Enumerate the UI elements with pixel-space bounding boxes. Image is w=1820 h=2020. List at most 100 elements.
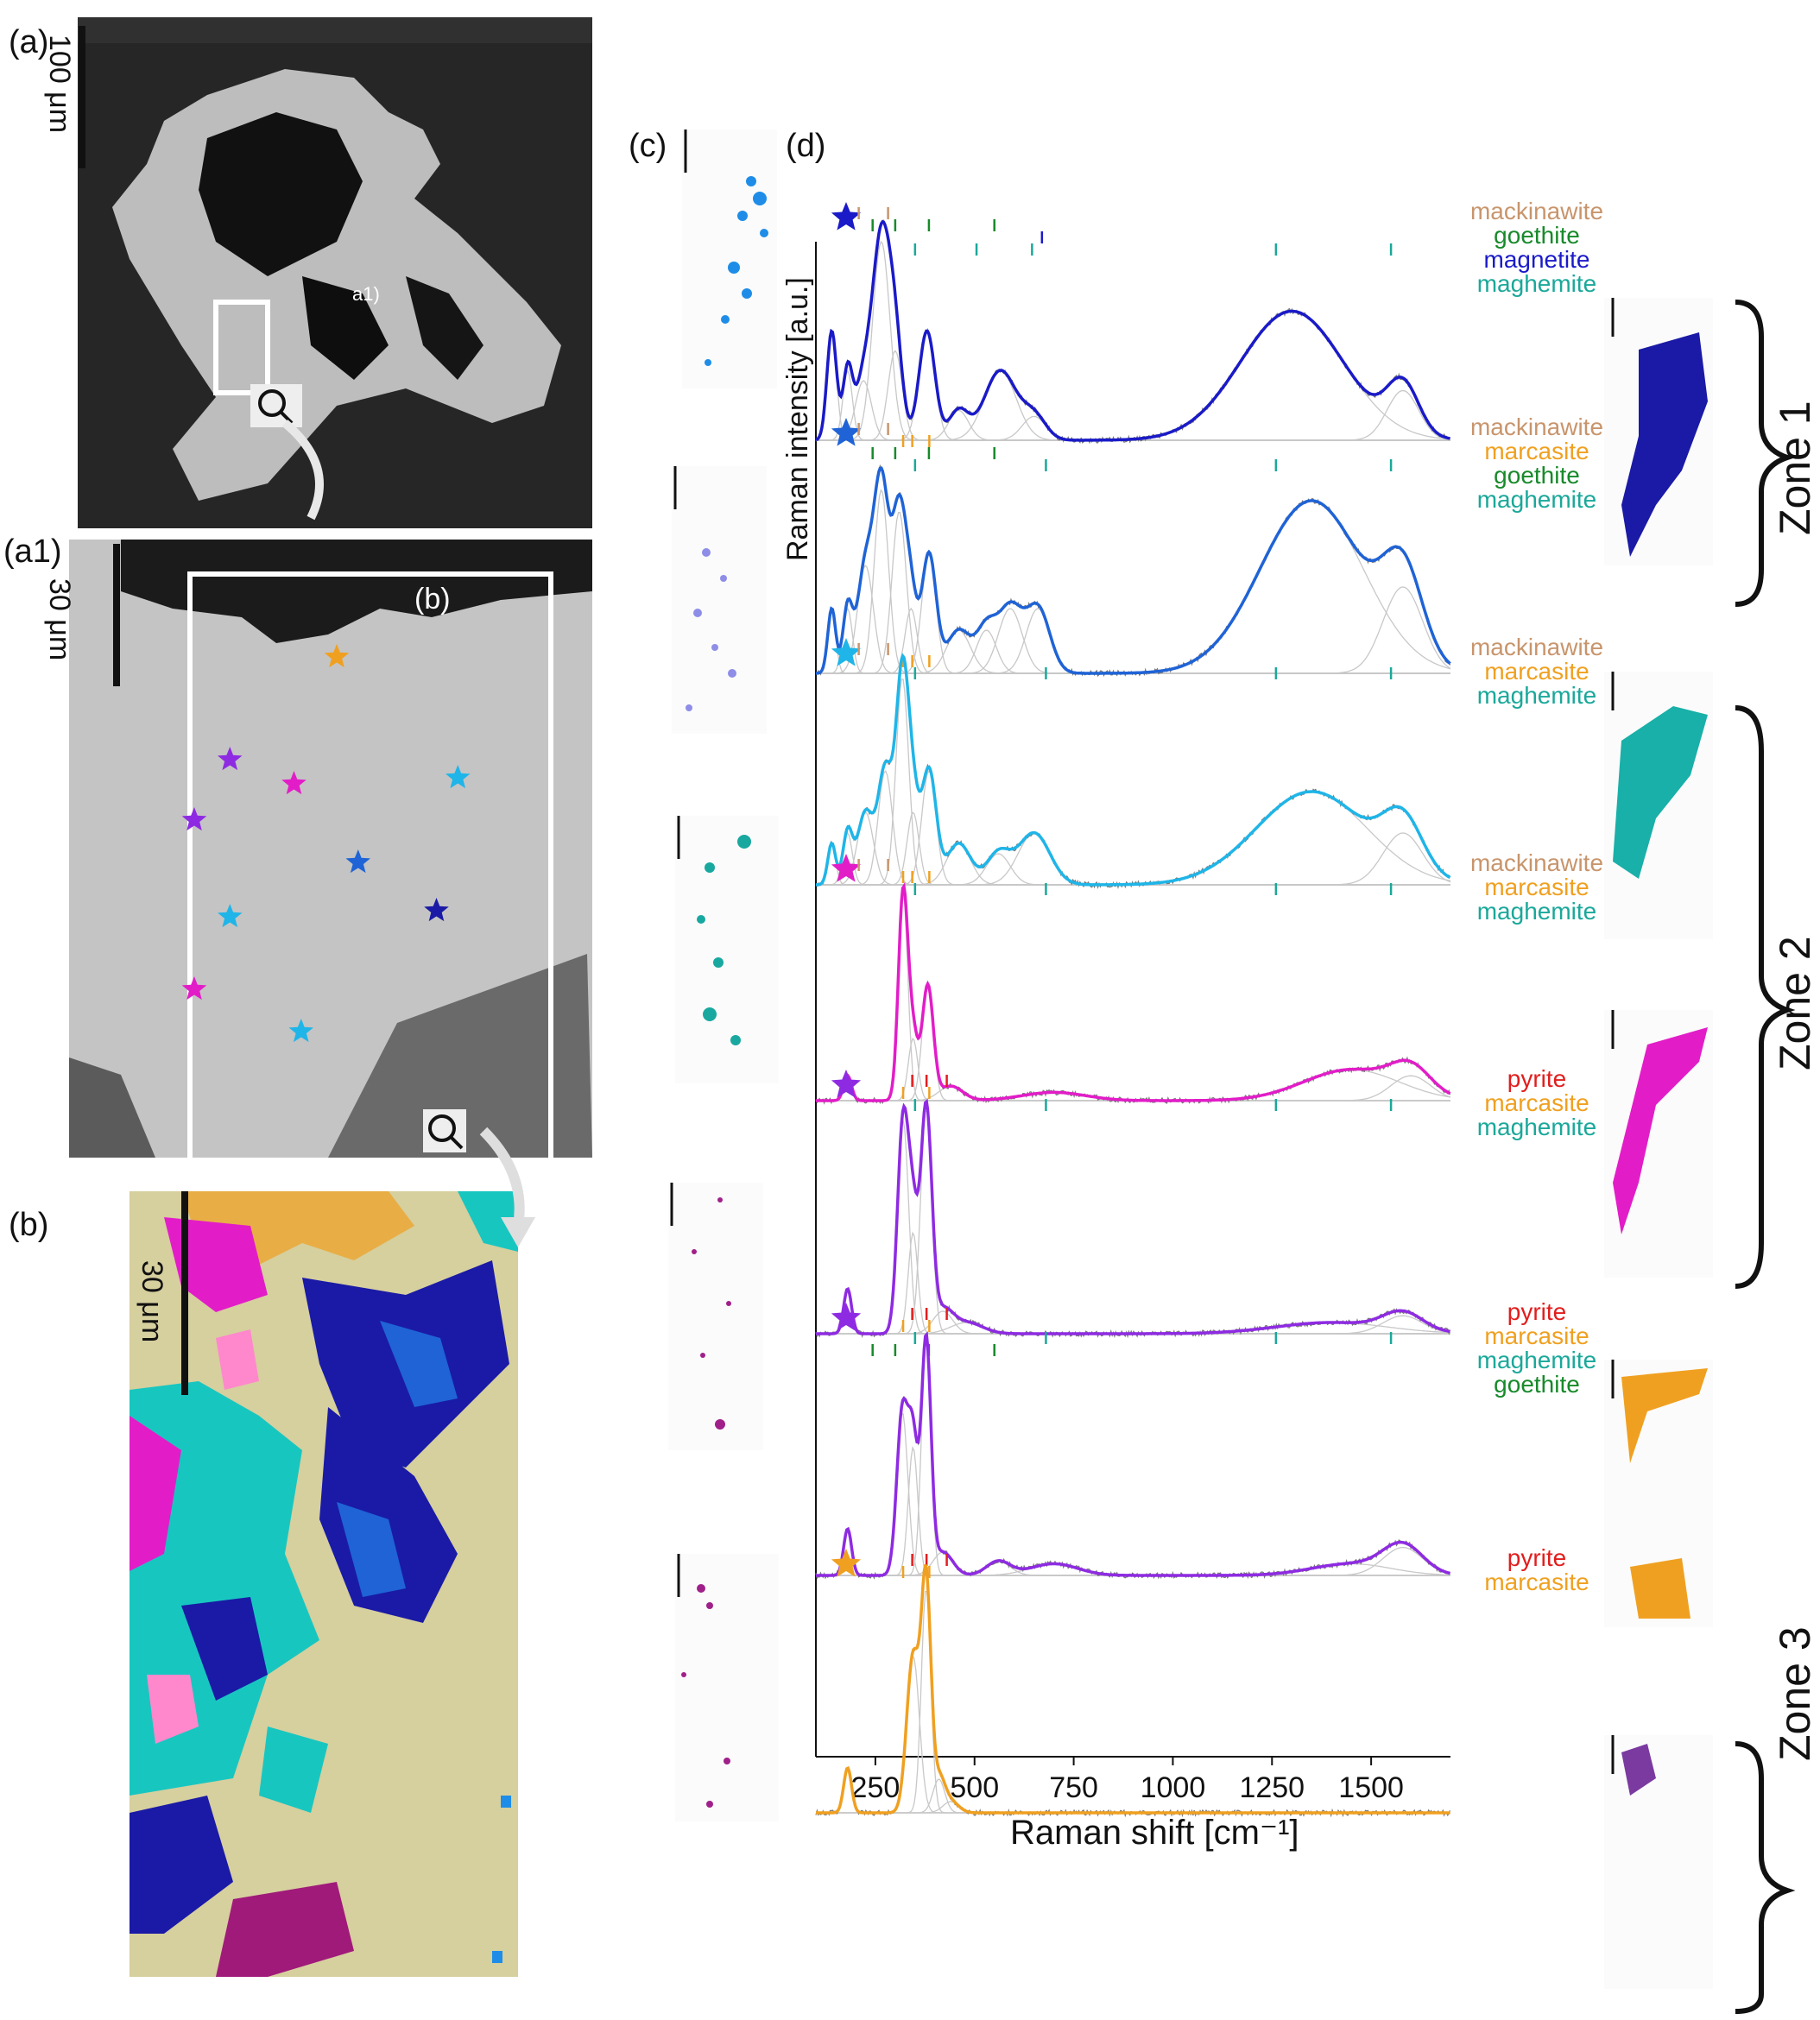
a1-star-markers: [181, 644, 471, 1043]
spectrum-1-fit: [815, 466, 1451, 675]
a1-star-marker-1: [218, 747, 243, 771]
scalebar-b: [181, 1191, 188, 1395]
spectrum-0-mineral-mackinawite: mackinawite: [1470, 198, 1603, 224]
zone-braces: [1735, 300, 1796, 2014]
spectrum-5-mineral-maghemite: maghemite: [1477, 1347, 1597, 1373]
spectrum-2-component-5: [816, 811, 1450, 886]
spectrum-3-fit: [816, 881, 1451, 1102]
spectrum-0-raw: [815, 219, 1450, 445]
a1-star-marker-0: [324, 644, 350, 668]
thumb-c-2: [672, 466, 767, 734]
raman-chart: 250 500 750 1000 1250 1500mackinawitegoethite…: [815, 198, 1603, 1818]
spectrum-3-mineral-mackinawite: mackinawite: [1470, 849, 1603, 876]
spectrum-5-component-0: [816, 1527, 1450, 1576]
spectrum-2-mineral-marcasite: marcasite: [1484, 658, 1589, 685]
a1-star-marker-7: [218, 904, 243, 928]
spectrum-1-component-4: [816, 512, 1450, 674]
spectrum-0-component-3: [816, 240, 1450, 441]
spectrum-4-mineral-marcasite: marcasite: [1484, 1089, 1589, 1116]
thumb-c-5: [675, 1554, 779, 1821]
sem-image-a1-art: [69, 540, 592, 1158]
a1-star-marker-4: [181, 807, 207, 831]
spectrum-2-mineral-mackinawite: mackinawite: [1470, 634, 1603, 660]
panel-label-b: (b): [9, 1207, 49, 1243]
spectrum-3-mineral-maghemite: maghemite: [1477, 898, 1597, 925]
spectrum-5-fit: [816, 1331, 1451, 1577]
spectrum-4-star-icon: [831, 1070, 862, 1098]
spectrum-2-component-9: [816, 832, 1450, 886]
spectrum-0-mineral-goethite: goethite: [1494, 222, 1580, 249]
spectrum-3-mineral-marcasite: marcasite: [1484, 874, 1589, 900]
x-tick-label-250: 250: [851, 1771, 901, 1804]
phase-map-b-art: [130, 1191, 518, 1977]
spectrum-2-component-11: [816, 832, 1451, 886]
thumb-right-3: [1604, 1010, 1713, 1278]
spectrum-5-component-1: [816, 1413, 1450, 1576]
scalebar-a1-label: 30 μm: [43, 578, 76, 661]
spectrum-0-component-5: [816, 330, 1450, 441]
thumb-c-4: [668, 1183, 763, 1450]
a1-star-marker-6: [424, 898, 449, 922]
phase-map-b: [130, 1191, 518, 1977]
thumb-right-1: [1604, 298, 1713, 565]
spectrum-2-mineral-maghemite: maghemite: [1477, 682, 1597, 709]
x-tick-label-1250: 1250: [1239, 1771, 1305, 1804]
zone-3-label: Zone 3: [1771, 1626, 1819, 1761]
spectrum-1-mineral-goethite: goethite: [1494, 462, 1580, 489]
spectrum-4-raw: [815, 1100, 1451, 1339]
thumb-right-2: [1604, 672, 1713, 939]
zoom-arrow-b: [479, 1127, 535, 1247]
spectrum-2-star-icon: [831, 638, 862, 666]
spectrum-5-mineral-marcasite: marcasite: [1484, 1322, 1589, 1349]
panel-label-c: (c): [629, 128, 667, 164]
spectrum-1-component-0: [815, 606, 1450, 674]
a1-star-marker-2: [281, 771, 306, 795]
spectrum-3-component-0: [816, 1075, 1450, 1102]
spectrum-4-mineral-pyrite: pyrite: [1507, 1065, 1566, 1092]
y-axis-label: Raman intensity [a.u.]: [781, 277, 814, 561]
spectrum-5-star-icon: [831, 1303, 862, 1331]
zone-1-label: Zone 1: [1771, 401, 1819, 535]
x-tick-label-1500: 1500: [1338, 1771, 1404, 1804]
spectrum-6-mineral-marcasite: marcasite: [1484, 1569, 1589, 1595]
thumb-right-4: [1604, 1360, 1713, 1627]
spectrum-0-component-9: [816, 310, 1451, 441]
spectrum-2-fit: [815, 653, 1451, 887]
a1-star-marker-3: [446, 765, 471, 789]
spectrum-3-component-7: [816, 1075, 1451, 1102]
x-tick-label-1000: 1000: [1141, 1771, 1206, 1804]
spectrum-5-component-2: [816, 1445, 1450, 1576]
spectrum-3-component-4: [816, 1085, 1450, 1102]
spectrum-1-star-icon: [831, 418, 862, 446]
spectrum-1-mineral-mackinawite: mackinawite: [1470, 413, 1603, 440]
spectrum-4-mineral-maghemite: maghemite: [1477, 1114, 1597, 1140]
x-tick-label-500: 500: [950, 1771, 999, 1804]
spectrum-4-fit: [816, 1098, 1450, 1335]
spectrum-0-star-icon: [831, 202, 862, 230]
spectrum-1-component-9: [816, 608, 1450, 674]
spectrum-0-mineral-maghemite: maghemite: [1477, 270, 1597, 297]
scalebar-b-label: 30 μm: [136, 1260, 168, 1343]
panel-label-d: (d): [786, 128, 826, 164]
b-inset-label: (b): [414, 583, 451, 615]
spectrum-1-mineral-marcasite: marcasite: [1484, 438, 1589, 464]
spectrum-3-star-icon: [831, 854, 862, 882]
sem-image-a-art: [78, 17, 592, 528]
spectrum-2-component-4: [816, 679, 1450, 886]
a1-star-marker-5: [345, 849, 370, 874]
spectrum-2-raw: [815, 654, 1450, 890]
spectrum-6-mineral-pyrite: pyrite: [1507, 1544, 1566, 1571]
spectrum-2-component-1: [816, 831, 1450, 886]
x-tick-label-750: 750: [1049, 1771, 1098, 1804]
spectrum-1-component-3: [816, 489, 1450, 674]
spectrum-1-mineral-maghemite: maghemite: [1477, 486, 1597, 513]
spectrum-0-fit: [815, 219, 1450, 442]
spectrum-1-component-10: [816, 608, 1450, 674]
spectrum-2-component-3: [816, 770, 1450, 886]
a1-star-marker-8: [181, 976, 207, 1001]
spectrum-1-component-1: [816, 607, 1450, 674]
x-axis-label: Raman shift [cm⁻¹]: [1010, 1814, 1299, 1852]
spectrum-6-fit: [816, 1564, 1450, 1815]
sem-image-a: a1): [78, 17, 592, 528]
scalebar-a-label: 100 μm: [43, 35, 76, 134]
